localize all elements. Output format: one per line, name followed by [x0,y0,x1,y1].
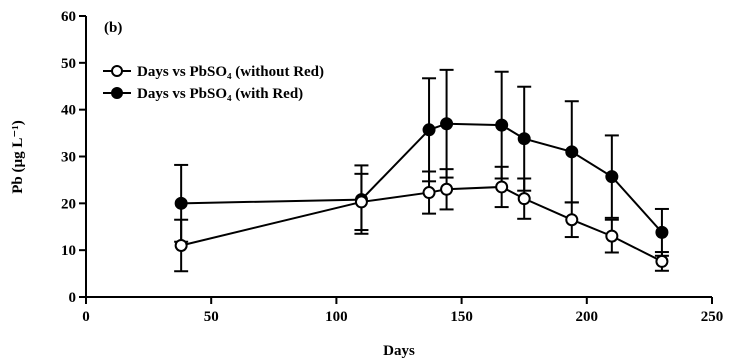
y-tick-label: 60 [61,9,76,25]
series-line-without-red [180,185,663,263]
data-point-with-red [605,170,619,184]
data-point-without-red [422,186,436,200]
data-point-with-red [422,123,436,137]
x-axis-label: Days [383,343,415,359]
series-line-with-red [181,122,663,234]
data-point-with-red [565,145,579,159]
x-tick-label: 100 [325,309,348,325]
x-tick-label: 50 [204,309,219,325]
panel-label: (b) [104,20,122,36]
data-point-with-red [655,225,669,239]
data-point-without-red [655,254,669,268]
y-tick-label: 50 [61,56,76,72]
data-point-with-red [174,196,188,210]
y-tick-label: 40 [61,103,76,119]
data-point-without-red [174,238,188,252]
x-tick-label: 0 [82,309,90,325]
data-point-without-red [517,192,531,206]
legend-marker-without-red [111,65,123,77]
axes: 0 10 20 30 40 50 60 0 50 100 150 200 250 [61,9,723,325]
data-point-without-red [495,180,509,194]
legend-marker-with-red [111,87,123,99]
data-point-with-red [440,117,454,131]
y-axis-label: Pb (µg L⁻¹) [10,120,26,194]
y-tick-label: 0 [69,290,77,306]
data-point-with-red [517,132,531,146]
data-point-without-red [605,229,619,243]
data-point-with-red [495,118,509,132]
x-tick-label: 150 [450,309,473,325]
x-tick-label: 200 [576,309,599,325]
legend: Days vs PbSO₄ (without Red) Days vs PbSO… [103,64,324,102]
legend-label-without-red: Days vs PbSO₄ (without Red) [137,64,324,80]
data-point-without-red [565,213,579,227]
legend-label-with-red: Days vs PbSO₄ (with Red) [137,86,303,102]
y-tick-label: 20 [61,196,76,212]
data-point-without-red [354,195,368,209]
y-tick-label: 10 [61,243,76,259]
x-tick-label: 250 [701,309,724,325]
data-point-without-red [440,182,454,196]
y-tick-label: 30 [61,150,76,166]
plot-area [174,68,669,273]
